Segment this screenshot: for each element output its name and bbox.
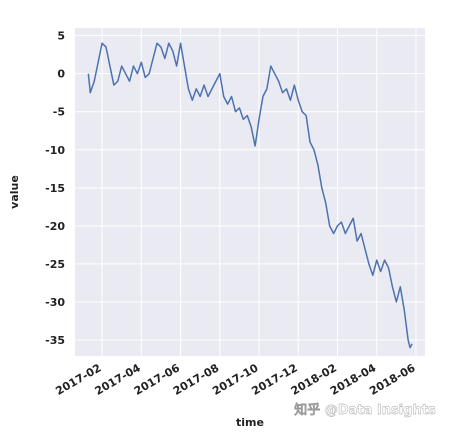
y-tick-label: -10: [45, 144, 65, 157]
line-series: [87, 42, 413, 349]
watermark: 知乎 @Data Insights: [294, 402, 436, 418]
y-tick-label: -35: [45, 334, 65, 347]
x-axis-label: time: [236, 416, 264, 429]
y-axis-label: value: [8, 175, 21, 209]
y-tick-label: -20: [45, 220, 65, 233]
plot-area: [75, 28, 425, 356]
y-tick-label: 0: [57, 68, 65, 81]
y-tick-label: -5: [53, 106, 65, 119]
y-tick-label: 5: [57, 30, 65, 43]
y-tick-label: -25: [45, 258, 65, 271]
grid: [75, 28, 425, 356]
marks: [87, 42, 413, 349]
y-tick-label: -15: [45, 182, 65, 195]
y-tick-label: -30: [45, 296, 65, 309]
